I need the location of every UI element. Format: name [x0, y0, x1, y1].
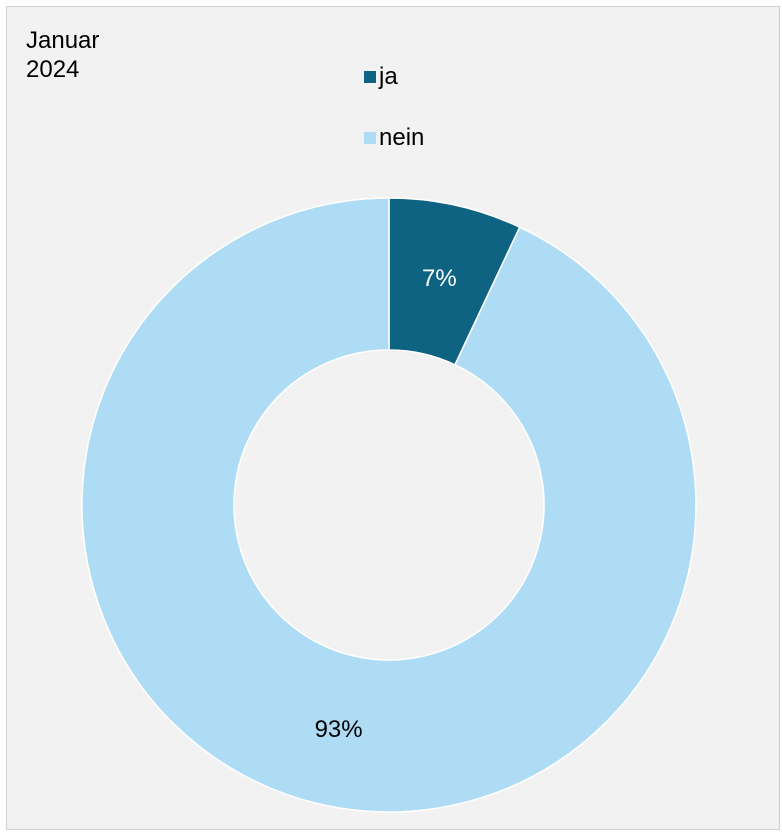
slice-label-nein: 93% — [315, 716, 363, 743]
chart-title: Januar 2024 — [26, 27, 100, 83]
legend-label-ja: ja — [379, 62, 398, 90]
legend: ja nein — [364, 62, 424, 184]
legend-swatch-ja — [364, 70, 376, 83]
slice-label-ja: 7% — [422, 265, 457, 292]
legend-swatch-nein — [364, 131, 376, 144]
chart-frame: Januar 2024 ja nein 7% 93% — [6, 6, 780, 830]
legend-item-nein: nein — [364, 123, 424, 152]
legend-item-ja: ja — [364, 62, 424, 91]
legend-label-nein: nein — [379, 123, 425, 151]
slice-nein — [81, 197, 697, 813]
donut-chart: 7% 93% — [81, 197, 697, 813]
